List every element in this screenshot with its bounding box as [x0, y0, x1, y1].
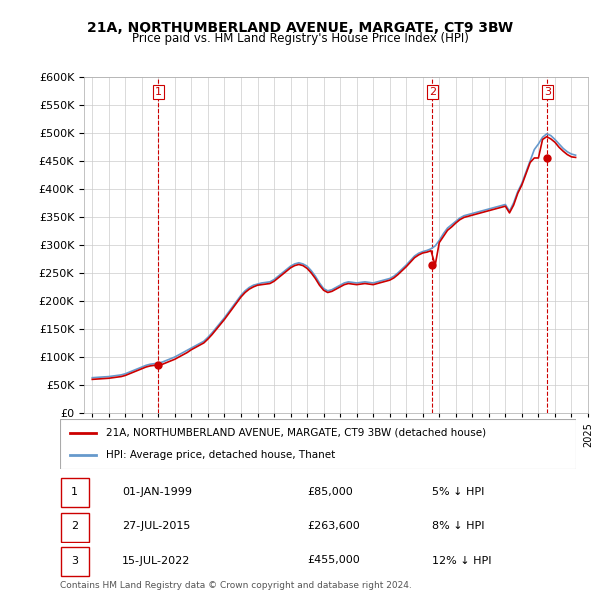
Text: 1: 1: [155, 87, 162, 97]
Text: Contains HM Land Registry data © Crown copyright and database right 2024.: Contains HM Land Registry data © Crown c…: [60, 581, 412, 589]
Text: 2: 2: [71, 522, 78, 531]
Text: 27-JUL-2015: 27-JUL-2015: [122, 522, 190, 531]
Text: 12% ↓ HPI: 12% ↓ HPI: [431, 556, 491, 565]
Text: 01-JAN-1999: 01-JAN-1999: [122, 487, 192, 497]
Text: 3: 3: [544, 87, 551, 97]
Text: 8% ↓ HPI: 8% ↓ HPI: [431, 522, 484, 531]
Text: HPI: Average price, detached house, Thanet: HPI: Average price, detached house, Than…: [106, 450, 335, 460]
Text: 15-JUL-2022: 15-JUL-2022: [122, 556, 190, 565]
FancyBboxPatch shape: [61, 547, 89, 576]
FancyBboxPatch shape: [61, 478, 89, 507]
FancyBboxPatch shape: [60, 419, 576, 469]
Text: 21A, NORTHUMBERLAND AVENUE, MARGATE, CT9 3BW: 21A, NORTHUMBERLAND AVENUE, MARGATE, CT9…: [87, 21, 513, 35]
Text: £455,000: £455,000: [308, 556, 361, 565]
Text: 5% ↓ HPI: 5% ↓ HPI: [431, 487, 484, 497]
Text: 2: 2: [429, 87, 436, 97]
Text: 3: 3: [71, 556, 78, 565]
FancyBboxPatch shape: [61, 513, 89, 542]
Text: 21A, NORTHUMBERLAND AVENUE, MARGATE, CT9 3BW (detached house): 21A, NORTHUMBERLAND AVENUE, MARGATE, CT9…: [106, 428, 487, 438]
Text: 1: 1: [71, 487, 78, 497]
Text: Price paid vs. HM Land Registry's House Price Index (HPI): Price paid vs. HM Land Registry's House …: [131, 32, 469, 45]
Text: £85,000: £85,000: [308, 487, 353, 497]
Text: £263,600: £263,600: [308, 522, 361, 531]
